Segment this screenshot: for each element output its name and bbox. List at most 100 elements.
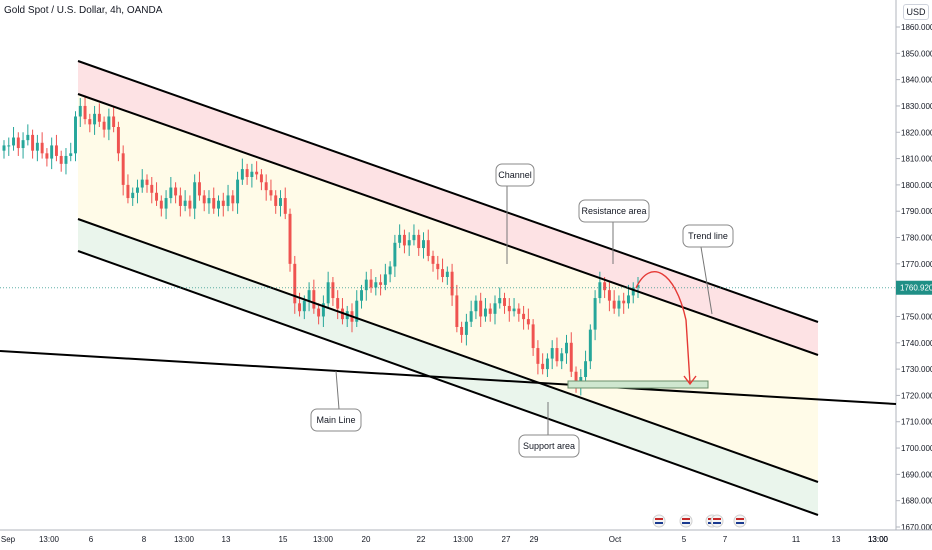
candle <box>326 271 330 309</box>
candle <box>588 324 592 370</box>
candle <box>374 277 378 296</box>
candle-body <box>417 234 421 249</box>
candle-body <box>116 127 120 154</box>
candle <box>283 187 287 220</box>
candle <box>50 137 54 170</box>
candle <box>455 284 459 333</box>
candle <box>598 271 602 304</box>
candle-body <box>474 300 478 312</box>
candle-body <box>212 198 216 209</box>
candle <box>197 171 201 201</box>
price-tick-label: 1790.000 <box>901 207 932 216</box>
time-tick-label: 27 <box>502 535 511 544</box>
time-tick-label: Sep <box>1 535 16 544</box>
candle <box>569 332 573 377</box>
candle <box>83 95 87 125</box>
candle <box>317 303 321 325</box>
candle <box>178 187 182 217</box>
candle <box>112 105 116 133</box>
price-tick-label: 1750.000 <box>901 312 932 321</box>
candle-body <box>512 308 516 312</box>
price-tick-label: 1850.000 <box>901 49 932 58</box>
candle <box>21 132 25 159</box>
candle-body <box>503 298 507 306</box>
support-area-box <box>567 380 709 389</box>
candle <box>560 348 564 370</box>
candle <box>45 148 49 167</box>
price-tick-label: 1860.000 <box>901 23 932 32</box>
candle-body <box>321 303 325 317</box>
candle <box>631 282 635 304</box>
candle <box>159 195 163 217</box>
candle-body <box>355 300 359 322</box>
candle <box>331 277 335 306</box>
candle <box>69 142 73 162</box>
candle-body <box>636 284 640 288</box>
candle-body <box>479 300 483 317</box>
candle-body <box>422 240 425 249</box>
candle-body <box>488 308 492 314</box>
candle <box>312 279 316 314</box>
candle-body <box>31 134 35 151</box>
flag-stripe <box>713 518 721 520</box>
candle <box>369 269 373 293</box>
candle <box>155 182 159 206</box>
flag-icon <box>733 514 747 528</box>
candle-body <box>569 342 573 372</box>
candle-body <box>16 137 20 149</box>
candle <box>565 334 568 364</box>
last-price-tag <box>896 280 932 295</box>
candle-body <box>112 116 116 127</box>
candle <box>545 353 549 377</box>
candle-body <box>207 198 211 204</box>
candle-body <box>240 169 244 180</box>
candle <box>116 121 120 162</box>
candle <box>88 113 92 133</box>
candle-body <box>12 137 16 146</box>
candle-body <box>531 324 535 349</box>
candle-body <box>69 153 73 156</box>
candle-body <box>331 282 335 299</box>
candle-body <box>88 119 92 125</box>
time-tick-label: 20 <box>362 535 371 544</box>
candle <box>307 282 311 312</box>
candle-body <box>507 305 511 312</box>
time-tick-label: 13 <box>222 535 231 544</box>
candle-body <box>398 234 402 243</box>
candle-body <box>102 121 106 130</box>
callout-box <box>682 224 734 248</box>
candle-body <box>436 263 440 270</box>
projection-arrowhead <box>683 375 697 386</box>
candle-body <box>598 282 602 299</box>
candle <box>31 129 35 159</box>
flag-icon <box>710 514 724 528</box>
candle-body <box>588 329 592 362</box>
candle <box>383 263 387 291</box>
candle <box>393 234 397 277</box>
candle <box>607 282 611 312</box>
candle-body <box>374 282 378 288</box>
candle-body <box>541 363 545 370</box>
candle <box>388 261 392 283</box>
annotation-callout: Channel <box>495 163 535 264</box>
candle-body <box>584 361 588 377</box>
candle-body <box>93 113 97 125</box>
candle <box>279 190 282 217</box>
time-tick-label: 13:00 <box>174 535 195 544</box>
candle-body <box>560 353 564 362</box>
candle <box>102 116 106 138</box>
candle-body <box>183 200 187 206</box>
candle-body <box>445 271 449 277</box>
candle <box>240 158 244 185</box>
currency-button[interactable]: USD <box>903 4 929 20</box>
candle-body <box>135 187 139 193</box>
candle-body <box>379 282 383 285</box>
candle-body <box>21 140 25 149</box>
candle <box>59 150 63 172</box>
candle-body <box>469 311 473 322</box>
flag-stripe <box>682 518 690 520</box>
flag-stripe <box>713 522 721 524</box>
candle <box>174 182 178 204</box>
price-tick-label: 1710.000 <box>901 418 932 427</box>
